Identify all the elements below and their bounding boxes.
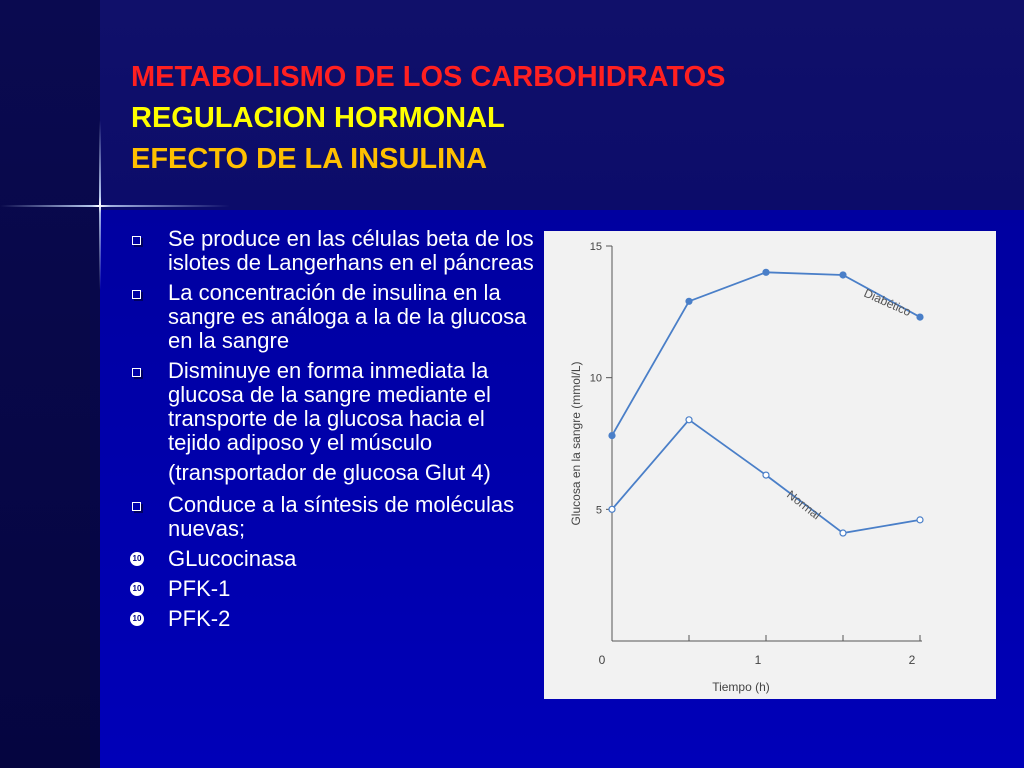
sparkle-decoration-vertical (99, 120, 101, 290)
glucose-chart-svg: 5 10 15 0 1 2 Tiempo (h) Glucosa en la sangre (… (569, 241, 924, 694)
title-line-1: METABOLISMO DE LOS CARBOHIDRATOS (131, 61, 726, 93)
x-tick-label: 1 (755, 653, 762, 667)
y-axis-label: Glucosa en la sangre (mmol/L) (569, 361, 583, 525)
series-label-normal: Normal (784, 487, 823, 522)
numbered-circle-bullet-icon: 10 (128, 577, 168, 601)
y-tick-label: 10 (590, 373, 602, 385)
data-point-normal (916, 516, 924, 524)
square-bullet-icon (128, 493, 168, 517)
data-point-normal (608, 505, 616, 513)
bullet-text: Conduce a la síntesis de moléculas nueva… (168, 492, 515, 541)
bullet-text: Disminuye en forma inmediata la glucosa … (168, 358, 491, 455)
data-point-normal (685, 416, 693, 424)
data-point-diabetico (608, 432, 616, 440)
title-line-3: EFECTO DE LA INSULINA (131, 143, 488, 175)
square-bullet-icon (128, 281, 168, 305)
title-line-2: REGULACION HORMONAL (131, 102, 505, 134)
bullet-text: La concentración de insulina en la sangr… (168, 280, 527, 353)
y-tick-label: 15 (590, 241, 602, 253)
x-tick-label: 2 (909, 653, 916, 667)
bullet-item: Se produce en las células beta de los is… (128, 227, 538, 275)
background-left-band (0, 0, 100, 768)
data-point-normal (839, 529, 847, 537)
square-bullet-icon (128, 227, 168, 251)
bullet-text: PFK-2 (168, 606, 231, 631)
series-label-diabetico: Diabético (862, 286, 914, 319)
glucose-chart: 5 10 15 0 1 2 Tiempo (h) Glucosa en la sangre (… (544, 231, 996, 699)
background-title-band (100, 0, 1024, 210)
sub-bullet-item: 10 PFK-2 (128, 607, 538, 631)
numbered-circle-bullet-icon: 10 (128, 547, 168, 571)
x-tick-label: 0 (599, 653, 606, 667)
slide-title: METABOLISMO DE LOS CARBOHIDRATOS REGULAC… (131, 57, 726, 180)
bullet-continuation: (transportador de glucosa Glut 4) (128, 461, 538, 485)
data-point-normal (762, 471, 770, 479)
sub-bullet-item: 10 PFK-1 (128, 577, 538, 601)
bullet-item: Conduce a la síntesis de moléculas nueva… (128, 493, 538, 541)
numbered-circle-bullet-icon: 10 (128, 607, 168, 631)
sub-bullet-item: 10 GLucocinasa (128, 547, 538, 571)
bullet-item: Disminuye en forma inmediata la glucosa … (128, 359, 538, 455)
data-point-diabetico (762, 268, 770, 276)
sparkle-decoration-horizontal (0, 205, 230, 207)
x-axis-label: Tiempo (h) (712, 680, 770, 694)
bullet-text: PFK-1 (168, 576, 231, 601)
data-point-diabetico (685, 297, 693, 305)
bullet-list: Se produce en las células beta de los is… (128, 227, 538, 637)
bullet-text: (transportador de glucosa Glut 4) (168, 460, 491, 485)
bullet-item: La concentración de insulina en la sangr… (128, 281, 538, 353)
bullet-text: GLucocinasa (168, 546, 297, 571)
bullet-text: Se produce en las células beta de los is… (168, 226, 534, 275)
data-point-diabetico (916, 313, 924, 321)
square-bullet-icon (128, 359, 168, 383)
data-point-diabetico (839, 271, 847, 279)
y-tick-label: 5 (596, 504, 602, 516)
